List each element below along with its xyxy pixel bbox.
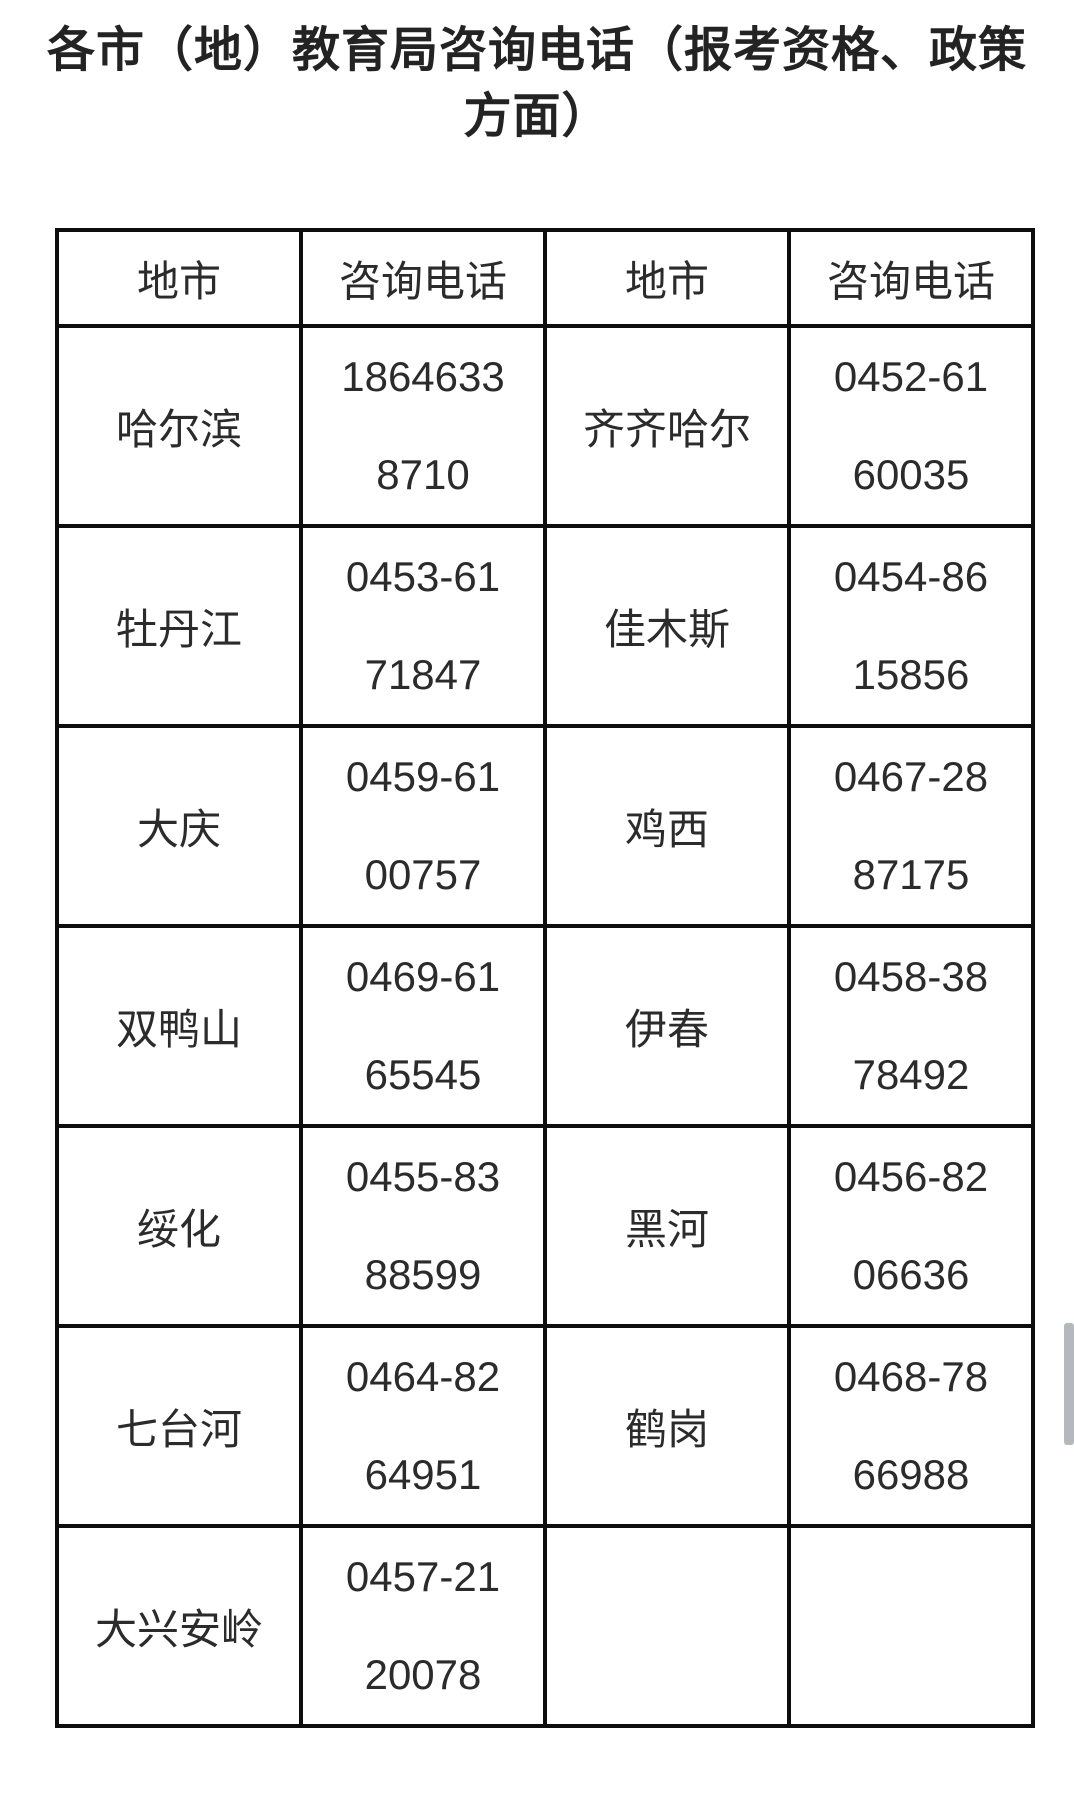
header-cell-phone-left: 咨询电话 — [299, 228, 547, 328]
phone-cell: 0452-61 60035 — [787, 324, 1035, 528]
phone-cell: 0456-82 06636 — [787, 1124, 1035, 1328]
table-row: 绥化 0455-83 88599 黑河 0456-82 06636 — [55, 1124, 1035, 1328]
city-cell: 齐齐哈尔 — [543, 324, 791, 528]
phone-cell — [787, 1524, 1035, 1728]
city-cell: 黑河 — [543, 1124, 791, 1328]
table-row: 牡丹江 0453-61 71847 佳木斯 0454-86 15856 — [55, 524, 1035, 728]
phone-cell: 1864633 8710 — [299, 324, 547, 528]
phone-cell: 0455-83 88599 — [299, 1124, 547, 1328]
phone-cell: 0469-61 65545 — [299, 924, 547, 1128]
phone-cell: 0468-78 66988 — [787, 1324, 1035, 1528]
phone-cell: 0464-82 64951 — [299, 1324, 547, 1528]
phone-cell: 0458-38 78492 — [787, 924, 1035, 1128]
page-title-line-1: 各市（地）教育局咨询电话（报考资格、政策 — [46, 24, 1027, 77]
city-cell — [543, 1524, 791, 1728]
header-cell-phone-right: 咨询电话 — [787, 228, 1035, 328]
city-cell: 双鸭山 — [55, 924, 303, 1128]
contacts-table: 地市 咨询电话 地市 咨询电话 哈尔滨 1864633 8710 齐齐哈尔 04… — [55, 228, 1035, 1728]
page-title-line-2: 方面） — [463, 90, 611, 143]
header-cell-city-right: 地市 — [543, 228, 791, 328]
phone-cell: 0467-28 87175 — [787, 724, 1035, 928]
table-row: 七台河 0464-82 64951 鹤岗 0468-78 66988 — [55, 1324, 1035, 1528]
city-cell: 牡丹江 — [55, 524, 303, 728]
table-row: 哈尔滨 1864633 8710 齐齐哈尔 0452-61 60035 — [55, 324, 1035, 528]
scrollbar-thumb[interactable] — [1064, 1323, 1074, 1445]
city-cell: 绥化 — [55, 1124, 303, 1328]
city-cell: 大庆 — [55, 724, 303, 928]
city-cell: 佳木斯 — [543, 524, 791, 728]
phone-cell: 0459-61 00757 — [299, 724, 547, 928]
header-cell-city-left: 地市 — [55, 228, 303, 328]
table-header-row: 地市 咨询电话 地市 咨询电话 — [55, 228, 1035, 328]
table-row: 大兴安岭 0457-21 20078 — [55, 1524, 1035, 1728]
city-cell: 伊春 — [543, 924, 791, 1128]
city-cell: 大兴安岭 — [55, 1524, 303, 1728]
table-row: 双鸭山 0469-61 65545 伊春 0458-38 78492 — [55, 924, 1035, 1128]
table-row: 大庆 0459-61 00757 鸡西 0467-28 87175 — [55, 724, 1035, 928]
city-cell: 七台河 — [55, 1324, 303, 1528]
city-cell: 鹤岗 — [543, 1324, 791, 1528]
phone-cell: 0457-21 20078 — [299, 1524, 547, 1728]
page-title: 各市（地）教育局咨询电话（报考资格、政策 方面） — [37, 0, 1037, 150]
phone-cell: 0453-61 71847 — [299, 524, 547, 728]
city-cell: 哈尔滨 — [55, 324, 303, 528]
city-cell: 鸡西 — [543, 724, 791, 928]
phone-cell: 0454-86 15856 — [787, 524, 1035, 728]
